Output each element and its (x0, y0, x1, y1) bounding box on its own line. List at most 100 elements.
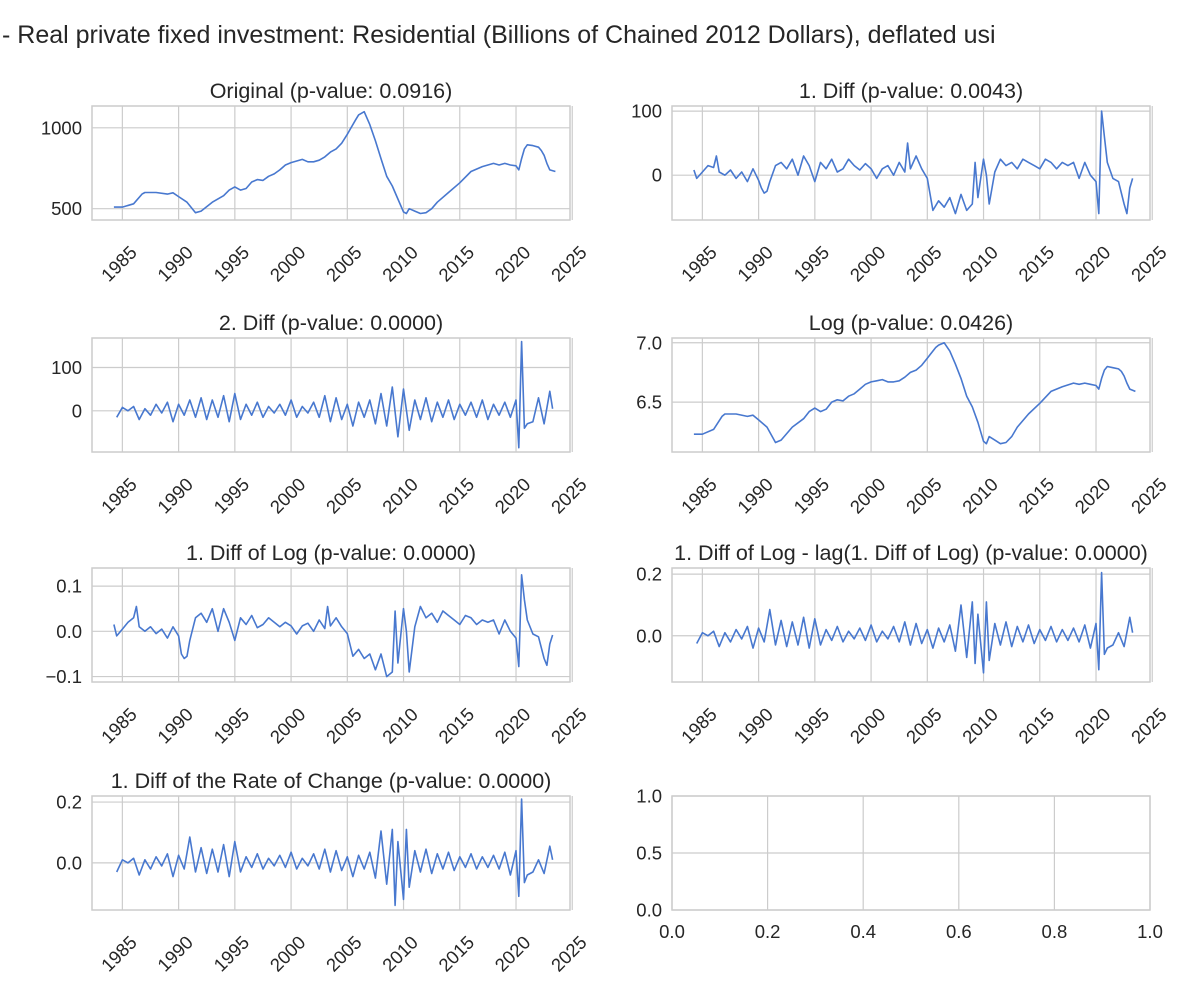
axes-frame (671, 567, 1151, 683)
x-tick-label: 2020 (491, 704, 535, 748)
x-tick-label: 2015 (434, 932, 478, 976)
axes-frame (91, 567, 571, 683)
x-tick-label: 1995 (789, 474, 833, 518)
y-tick-label: 0.5 (636, 843, 662, 864)
y-tick-label: 0.0 (56, 621, 82, 642)
x-tick-label: 2000 (266, 932, 310, 976)
axes-frame (671, 795, 1151, 911)
x-tick-label: 2005 (322, 474, 366, 518)
axes-frame (91, 337, 571, 453)
subplot-title: Log (p-value: 0.0426) (809, 311, 1013, 335)
x-tick-label: 1990 (153, 242, 197, 286)
subplot-title: 2. Diff (p-value: 0.0000) (219, 311, 443, 335)
subplot-title: 1. Diff of the Rate of Change (p-value: … (111, 769, 552, 793)
x-tick-label: 1990 (153, 704, 197, 748)
y-tick-label: 0.1 (56, 576, 82, 597)
x-tick-label: 2000 (846, 474, 890, 518)
x-tick-label: 2020 (491, 932, 535, 976)
x-tick-label: 2000 (266, 242, 310, 286)
x-tick-label: 2015 (434, 242, 478, 286)
x-tick-label: 1995 (789, 704, 833, 748)
figure-suptitle: - Real private fixed investment: Residen… (2, 21, 996, 49)
x-tick-label: 0.0 (659, 921, 685, 942)
y-tick-label: 0.0 (636, 625, 662, 646)
y-tick-label: 0.2 (636, 564, 662, 585)
x-tick-label: 1995 (209, 474, 253, 518)
x-tick-label: 1990 (733, 704, 777, 748)
subplot-diff2: 1985 1990 1995 2000 2005 2010 2015 2020 2025 0 100… (51, 311, 591, 518)
x-tick-label: 2000 (846, 242, 890, 286)
x-tick-label: 1990 (733, 242, 777, 286)
x-tick-label: 2025 (547, 474, 591, 518)
x-tick-label: 2015 (1014, 474, 1058, 518)
axes-frame (91, 795, 571, 911)
subplot-log: 1985 1990 1995 2000 2005 2010 2015 2020 2025 6.5 7… (636, 311, 1170, 518)
x-tick-label: 2020 (1071, 242, 1115, 286)
x-tick-label: 1985 (97, 474, 141, 518)
y-tick-label: 100 (51, 357, 82, 378)
x-tick-label: 2025 (1127, 242, 1171, 286)
x-tick-label: 2015 (434, 474, 478, 518)
subplot-diff_log: 1985 1990 1995 2000 2005 2010 2015 2020 2025 −0.1… (45, 541, 590, 748)
y-tick-label: 0.0 (56, 852, 82, 873)
axes-frame (671, 337, 1151, 453)
x-tick-label: 2025 (547, 704, 591, 748)
x-tick-label: 2015 (1014, 242, 1058, 286)
y-tick-label: 0.2 (56, 792, 82, 813)
x-tick-label: 2025 (1127, 474, 1171, 518)
x-tick-label: 2020 (491, 242, 535, 286)
axes-frame (671, 105, 1151, 221)
subplot-diff_rate: 1985 1990 1995 2000 2005 2010 2015 2020 2025 0.0 0… (56, 769, 590, 976)
x-tick-label: 2025 (547, 242, 591, 286)
y-tick-label: 0 (72, 400, 82, 421)
subplot-title: Original (p-value: 0.0916) (210, 79, 453, 103)
series-line (115, 798, 554, 907)
x-tick-label: 2000 (266, 474, 310, 518)
subplot-original: 1985 1990 1995 2000 2005 2010 2015 2020 2025 500 1… (41, 79, 591, 286)
x-tick-label: 1990 (733, 474, 777, 518)
y-tick-label: 1.0 (636, 786, 662, 807)
series-line (116, 340, 554, 449)
x-tick-label: 2015 (1014, 704, 1058, 748)
y-tick-label: 0.0 (636, 900, 662, 921)
x-tick-label: 1985 (97, 704, 141, 748)
y-tick-label: 6.5 (636, 392, 662, 413)
x-tick-label: 2010 (378, 242, 422, 286)
x-tick-label: 2025 (547, 932, 591, 976)
y-tick-label: 100 (631, 101, 662, 122)
x-tick-label: 0.4 (850, 921, 876, 942)
series-line (693, 342, 1136, 445)
x-tick-label: 2010 (378, 474, 422, 518)
x-tick-label: 1985 (97, 932, 141, 976)
x-tick-label: 2020 (491, 474, 535, 518)
x-tick-label: 2010 (958, 474, 1002, 518)
y-tick-label: 7.0 (636, 332, 662, 353)
x-tick-label: 1985 (97, 242, 141, 286)
x-tick-label: 1995 (209, 932, 253, 976)
y-tick-label: 0 (652, 165, 662, 186)
x-tick-label: 2005 (902, 704, 946, 748)
x-tick-label: 2000 (846, 704, 890, 748)
x-tick-label: 2005 (902, 474, 946, 518)
subplot-title: 1. Diff (p-value: 0.0043) (799, 79, 1023, 103)
subplot-title: 1. Diff of Log (p-value: 0.0000) (186, 541, 476, 565)
series-line (113, 574, 554, 678)
x-tick-label: 2010 (958, 242, 1002, 286)
x-tick-label: 1985 (677, 242, 721, 286)
x-tick-label: 0.6 (946, 921, 972, 942)
x-tick-label: 1985 (677, 704, 721, 748)
x-tick-label: 1990 (153, 474, 197, 518)
subplot-diff_log_lag: 1985 1990 1995 2000 2005 2010 2015 2020 2025 0.0 0… (636, 541, 1170, 748)
y-tick-label: 500 (51, 198, 82, 219)
x-tick-label: 2010 (378, 932, 422, 976)
x-tick-label: 2005 (322, 932, 366, 976)
y-tick-label: −0.1 (45, 666, 82, 687)
series-line (693, 110, 1134, 215)
x-tick-label: 2005 (322, 704, 366, 748)
series-line (113, 110, 556, 215)
x-tick-label: 0.2 (755, 921, 781, 942)
x-tick-label: 2010 (958, 704, 1002, 748)
x-tick-label: 1995 (209, 242, 253, 286)
subplot-diff1: 1985 1990 1995 2000 2005 2010 2015 2020 2025 0 100… (631, 79, 1171, 286)
